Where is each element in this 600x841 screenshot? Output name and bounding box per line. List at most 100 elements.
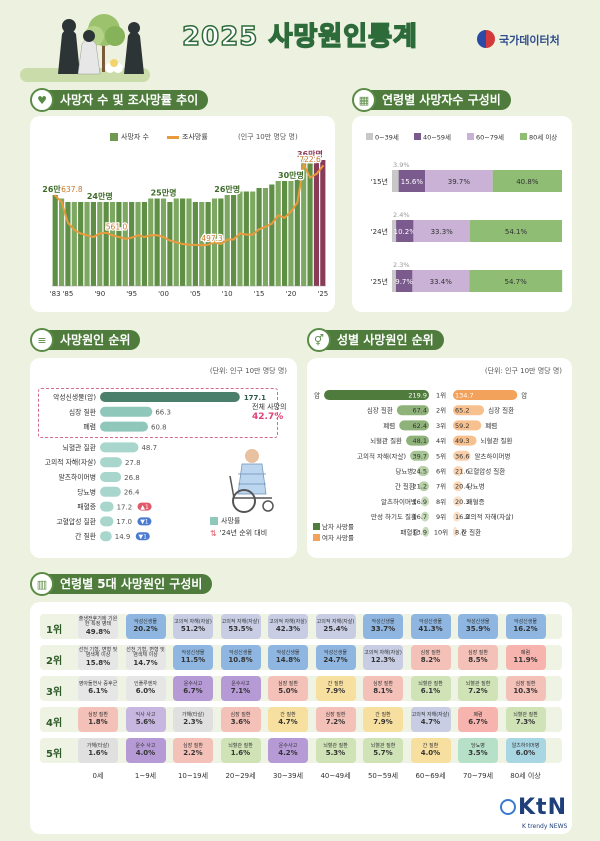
cause-share: 51.2%: [180, 625, 206, 634]
rank-label: 1위: [46, 625, 63, 636]
rate-point: [111, 234, 114, 237]
rate-point: [162, 235, 165, 239]
section-title: 성별 사망원인 순위: [321, 330, 444, 350]
legend-label: 60~79세: [476, 133, 504, 142]
male-cause: 당뇨병: [395, 467, 413, 476]
row-label: '15년: [371, 177, 388, 186]
cause-name: 뇌혈관 질환: [465, 680, 491, 687]
cause-share: 20.2%: [133, 625, 158, 634]
cause-bar: [100, 392, 240, 402]
globe-icon: [500, 799, 516, 815]
trend-chart: '83'85 '90 '95 '00 '05 '10 '15 '20 '25 26만명 24만명 25…: [41, 148, 328, 298]
rate-point: [232, 238, 235, 241]
rank-label: 4위: [436, 437, 446, 445]
deaths-bar: [250, 191, 256, 286]
male-cause: 심장 질환: [367, 406, 393, 415]
cause-cell: 악성신생물 16.2%: [505, 614, 546, 639]
cause-bar: [100, 472, 122, 482]
rank-label: 10위: [434, 528, 448, 536]
segment-0: [392, 170, 399, 192]
age-group-label: 20~29세: [225, 772, 256, 780]
cause-cell: 운수사고 7.1%: [220, 676, 261, 701]
female-value: 59.2: [455, 422, 469, 430]
unit-note: (인구 10만 명당 명): [238, 133, 298, 141]
cause-share: 7.2%: [468, 687, 488, 696]
rate-point: [213, 241, 216, 244]
rank-change-badge: [137, 517, 152, 526]
x-tick-label: '95: [126, 290, 137, 298]
male-cause: 폐렴: [383, 421, 395, 430]
deaths-bar: [301, 156, 307, 286]
legend-swatch: [366, 133, 373, 140]
male-cause: 패혈증: [400, 527, 418, 536]
value-label: 33.3%: [431, 228, 454, 236]
deaths-bar: [262, 188, 269, 286]
cause-name: 익사 사고: [135, 711, 156, 718]
cause-name: 뇌혈관 질환: [370, 742, 396, 749]
cause-cell: 간 질환 4.0%: [410, 738, 451, 763]
value-label: 3.9%: [393, 161, 410, 169]
deaths-annotation: 26만명: [42, 184, 68, 194]
cause-label: 악성신생물(암): [53, 393, 96, 402]
cause-cell: 고의적 자해(자살) 53.5%: [220, 614, 261, 639]
rate-point: [219, 242, 222, 246]
cause-share: 4.7%: [278, 718, 298, 727]
rank-label: 7위: [436, 483, 446, 491]
cause-cell: 간 질환 7.9%: [315, 676, 356, 701]
cause-value: 17.0: [116, 518, 132, 526]
value-label: 9.7%: [395, 278, 413, 286]
cause-share: 3.5%: [468, 749, 488, 758]
cause-share: 14.7%: [133, 659, 158, 668]
cause-name: 악성신생물: [418, 618, 442, 625]
section-gender-header: ⚥ 성별 사망원인 순위: [307, 328, 444, 352]
cause-cell: 악성신생물 14.8%: [268, 645, 308, 670]
cause-name: 뇌혈관 질환: [513, 711, 538, 718]
female-value: 20.3: [455, 498, 469, 506]
deaths-bar: [58, 198, 65, 286]
cause-name: 당뇨병: [471, 742, 485, 749]
segment-1: [396, 220, 414, 242]
cause-cell: 선천 기형, 변형 및 염색체 이상 14.7%: [125, 645, 166, 670]
rank-label: 5위: [46, 749, 63, 760]
rate-point: [117, 235, 121, 239]
cause-value: 48.7: [141, 444, 157, 452]
cause-name: 악성신생물: [371, 618, 395, 625]
legend-swatch: [414, 133, 421, 140]
cause-label: 뇌혈관 질환: [63, 443, 96, 452]
cause-cell: 고의적 자해(자살) 25.4%: [315, 614, 356, 639]
deaths-bar: [307, 163, 313, 286]
cause-share: 8.2%: [420, 656, 441, 665]
male-bar: [420, 496, 429, 507]
female-cause: 간 질환: [461, 527, 481, 536]
watermark-logo: KtN K trendy NEWS: [500, 793, 595, 838]
deaths-annotation: 26만명: [214, 184, 240, 194]
deaths-bar: [288, 181, 294, 286]
male-cause: 만성 하기도 질환: [371, 512, 417, 521]
cause-share: 2.2%: [183, 749, 203, 758]
male-cause: 고의적 자해(자살): [357, 451, 406, 460]
cause-label: 고혈압성 질환: [56, 517, 96, 526]
rate-point: [187, 243, 191, 246]
page-title: 2025 사망원인통계: [181, 21, 418, 53]
cause-share: 6.7%: [468, 718, 488, 727]
cause-name: 선천 기형, 변형 및 염색체 이상: [78, 646, 118, 659]
segment-2: [425, 170, 493, 192]
segment-0: [392, 270, 396, 292]
female-cause: 패혈증: [467, 497, 485, 506]
deaths-annotation: 24만명: [87, 191, 113, 201]
org-logo-icon: [477, 30, 495, 48]
cause-cell: 뇌혈관 질환 7.2%: [458, 676, 498, 701]
male-value: 62.4: [413, 422, 427, 430]
x-tick-label: '85: [63, 290, 74, 298]
rate-point: [296, 201, 299, 204]
segment-2: [412, 270, 470, 292]
female-value: 21.6: [455, 468, 469, 476]
age-comp-chart: 0~39세 40~59세 60~79세 80세 이상 '15년 3.9% 15.6% 39.7…: [366, 133, 563, 292]
cause-share: 4.0%: [420, 749, 441, 758]
causes-chart: 악성신생물(암) 177.1 심장 질환 66.3 폐렴 60.8 뇌혈관 질환 48.7 고의…: [45, 392, 266, 542]
rate-point: [181, 242, 184, 246]
male-value: 24.5: [413, 468, 427, 476]
deaths-bar: [148, 198, 154, 286]
cause-label: 고의적 자해(자살): [45, 458, 97, 467]
cause-share: 49.8%: [85, 628, 111, 637]
